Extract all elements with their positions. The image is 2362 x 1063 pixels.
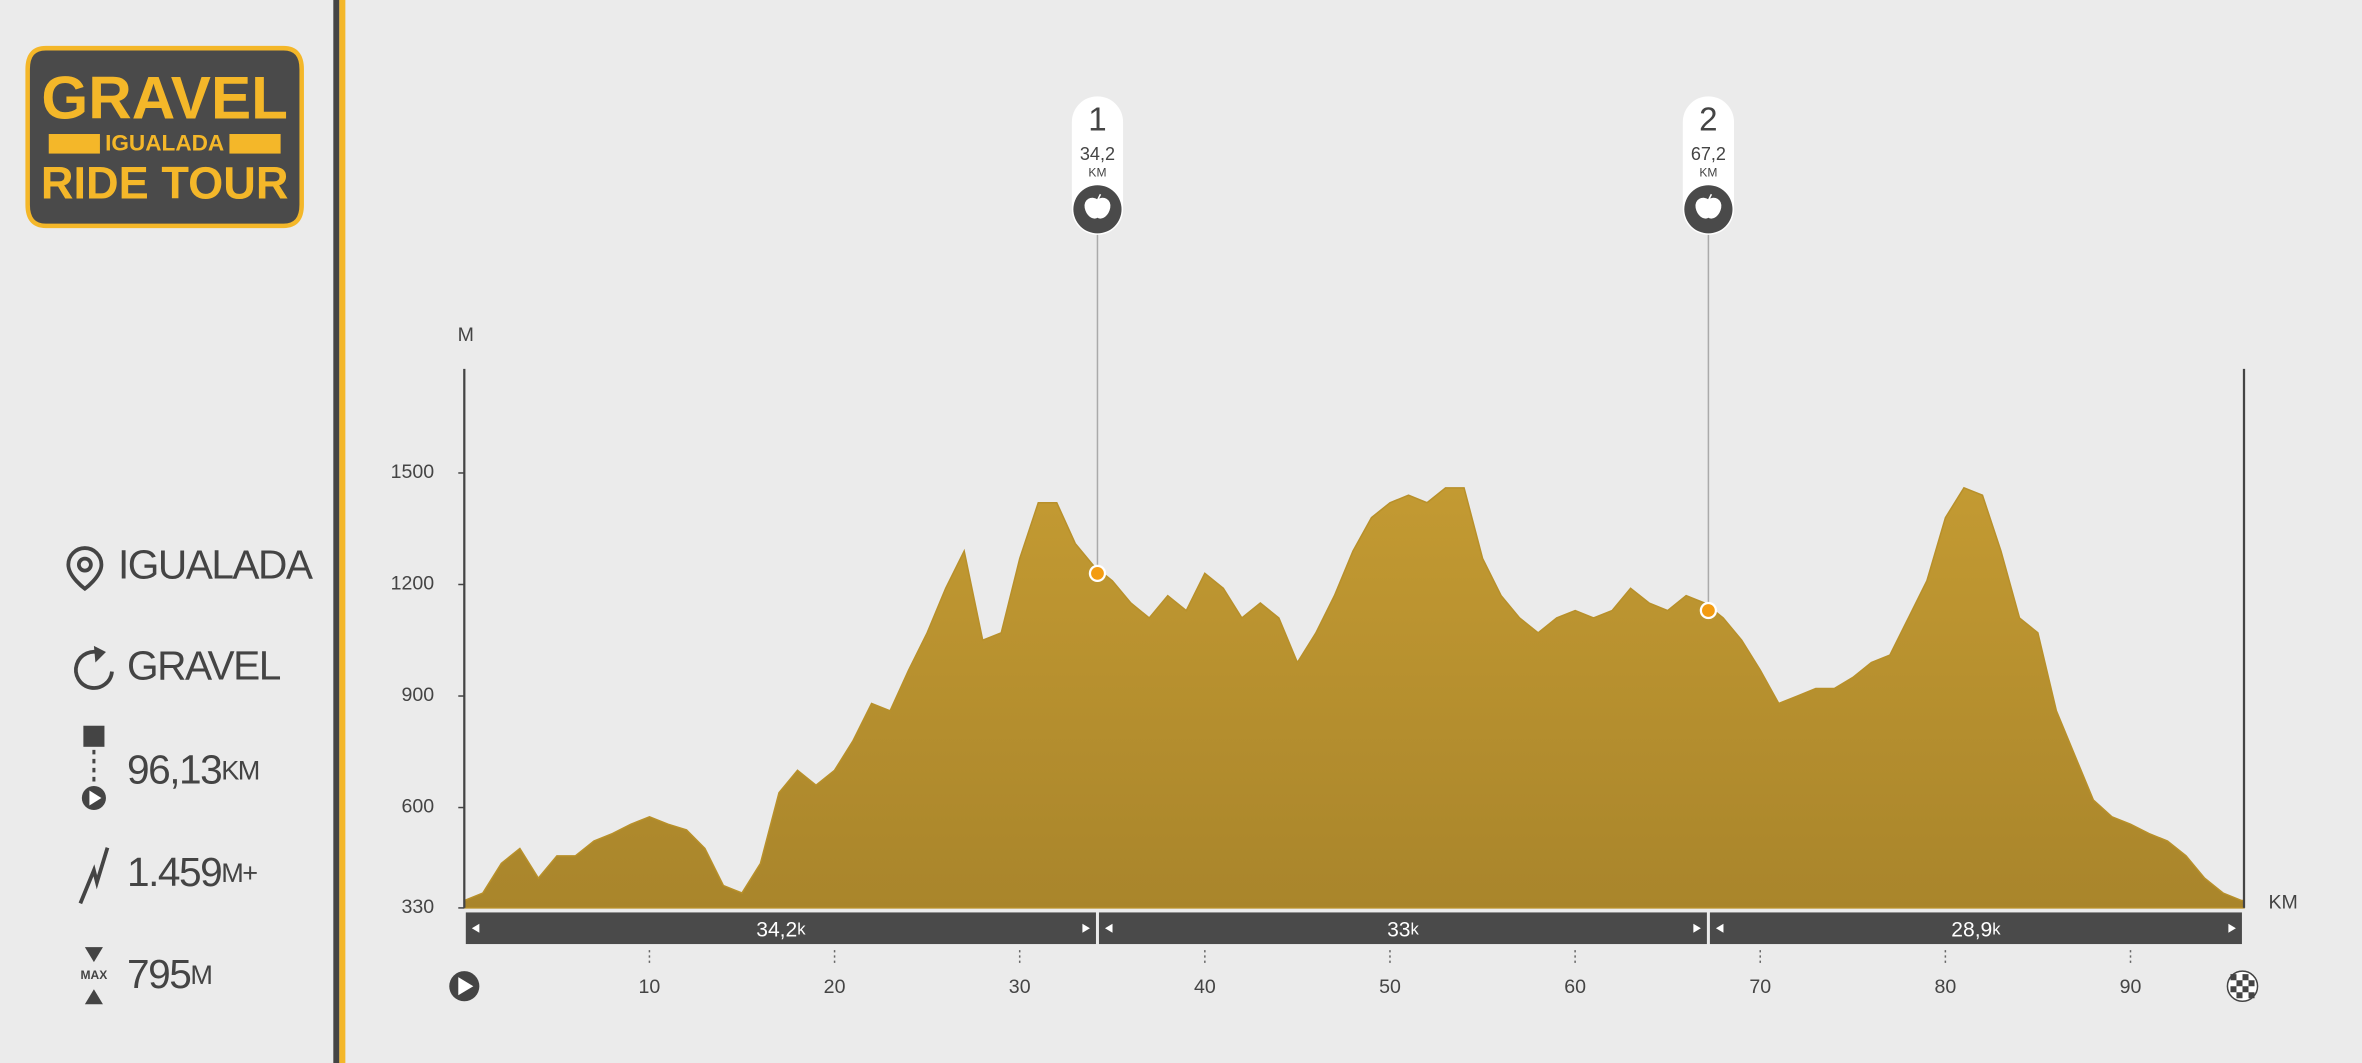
logo-bar-gap [99, 130, 230, 157]
segment-length: 28,9 [1951, 918, 1992, 941]
y-axis-label: M [458, 324, 474, 346]
elevation-gain: 1.459M+ [127, 849, 257, 895]
finish-icon [2226, 970, 2259, 1003]
segment-bar [1098, 912, 1707, 945]
checkpoint-km: 34,2 [1080, 144, 1115, 164]
checkpoint-km: 67,2 [1691, 144, 1726, 164]
max-icon [84, 947, 103, 1005]
x-tick-label: 10 [639, 976, 661, 998]
divider-accent [339, 0, 346, 1063]
x-tick-label: 70 [1749, 976, 1771, 998]
location-icon [66, 546, 104, 592]
location-icon-dot [76, 556, 93, 573]
segment-unit: k [1411, 920, 1420, 939]
logo-subtitle: IGUALADA [105, 131, 224, 156]
apple-icon [1695, 193, 1722, 219]
gain-icon [78, 847, 110, 905]
checkpoint-dot [1699, 601, 1718, 620]
start-icon-arrow [89, 790, 102, 806]
x-tick-label: 80 [1934, 976, 1956, 998]
max-label: MAX [81, 968, 108, 982]
max-elevation: 795M [127, 951, 211, 997]
max-value: 795 [127, 951, 190, 997]
apple-icon [1084, 193, 1111, 219]
y-tick-label: 1500 [391, 461, 435, 483]
x-tick-label: 60 [1564, 976, 1586, 998]
y-tick-label: 1200 [391, 573, 435, 595]
distance-value: 96,13 [127, 746, 221, 792]
checkpoint-unit: KM [1699, 165, 1717, 179]
y-tick-label: 900 [402, 684, 435, 706]
segment-unit: k [1992, 920, 2001, 939]
logo: GRAVEL IGUALADA RIDE TOUR [25, 45, 304, 229]
logo-title: GRAVEL [41, 63, 287, 131]
segment-unit: k [797, 920, 806, 939]
segment-bar [1709, 912, 2242, 945]
y-tick-label: 600 [402, 796, 435, 818]
divider [333, 0, 340, 1063]
x-tick-label: 40 [1194, 976, 1216, 998]
distance-unit: KM [221, 755, 259, 786]
start-icon-arrow [458, 977, 474, 996]
elevation-area [463, 486, 2245, 909]
x-tick-label: 30 [1009, 976, 1031, 998]
checkpoint-number: 2 [1699, 102, 1717, 139]
gain-value: 1.459 [127, 849, 221, 895]
max-unit: M [190, 959, 211, 990]
segment-label: 34,2k [756, 918, 806, 941]
segment-length: 33 [1387, 918, 1410, 941]
x-axis-label: KM [2268, 892, 2297, 914]
segment-bar [465, 912, 1096, 945]
segment-label: 28,9k [1951, 918, 2001, 941]
checkpoint-dot [1088, 564, 1107, 583]
sidebar: IGUALADA GRAVEL 96,13KM 1.459M+ MAX 795M [66, 541, 315, 1005]
segment-label: 33k [1387, 918, 1419, 941]
distance: 96,13KM [127, 746, 259, 792]
checkpoint-number: 1 [1088, 102, 1106, 139]
location: IGUALADA [118, 541, 314, 587]
segment-length: 34,2 [756, 918, 797, 941]
flag-icon [83, 725, 105, 747]
checkpoint-unit: KM [1088, 165, 1106, 179]
x-tick-label: 50 [1379, 976, 1401, 998]
route-icon-arrow [93, 645, 106, 663]
y-tick-label: 330 [402, 896, 435, 918]
x-tick-label: 20 [824, 976, 846, 998]
route-icon [74, 649, 114, 690]
x-tick-label: 90 [2120, 976, 2142, 998]
logo-tagline: RIDE TOUR [41, 158, 289, 209]
gain-unit: M+ [221, 857, 257, 888]
route-type: GRAVEL [127, 642, 281, 688]
